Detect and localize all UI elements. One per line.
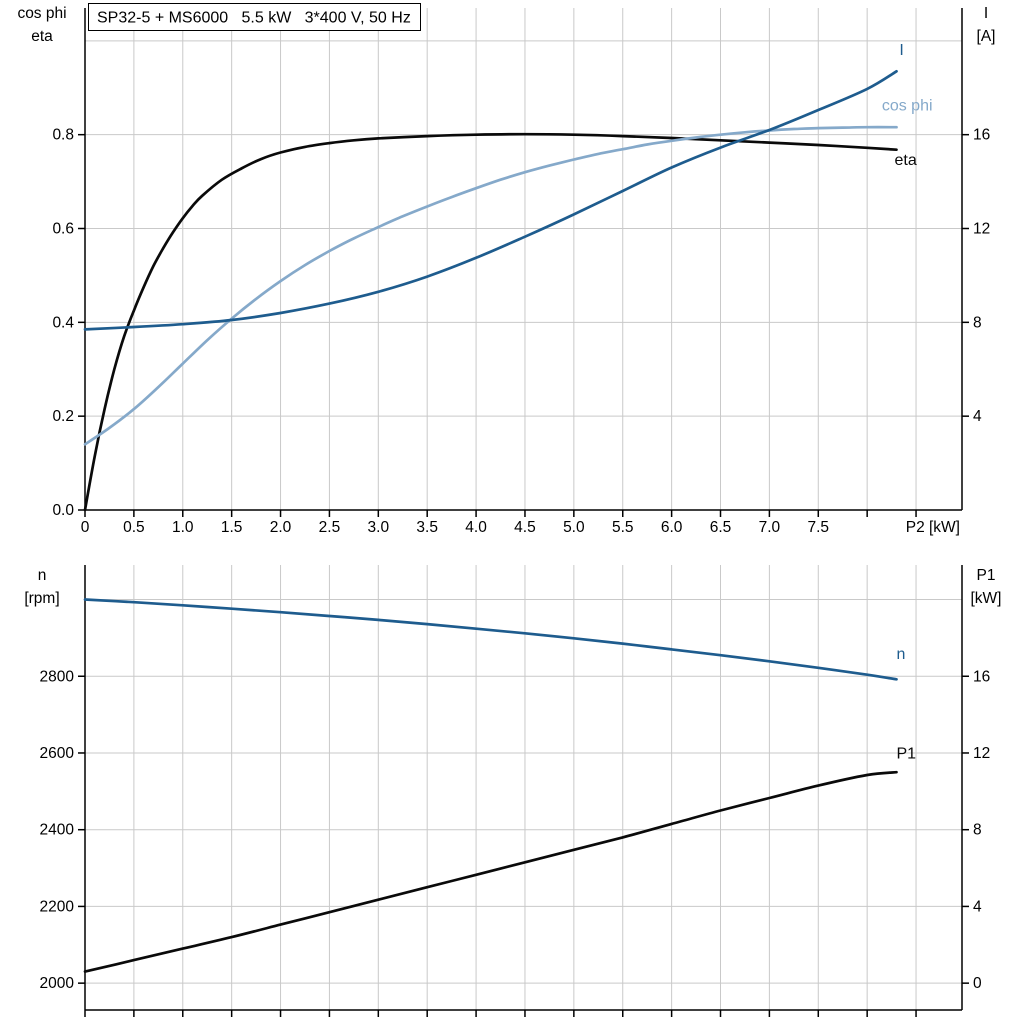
tick-label-right: 16 [973,668,990,685]
tick-label-x: 5.5 [612,519,634,536]
y-right-axis-title: I [984,5,988,22]
tick-label-right: 12 [973,745,990,762]
tick-label-left: 2200 [40,898,75,915]
curve-eta [83,132,898,512]
y-left-axis-title: cos phi [17,5,66,22]
tick-label-x: 5.0 [563,519,585,536]
curve-label-p1: P1 [896,746,916,763]
tick-label-left: 0.6 [52,221,74,238]
y-left-axis-title: eta [31,28,53,45]
lower-performance-chart: 2000 2200 2400 2600 2800 0 4 8 12 16 n P1 n [rpm] P1 [k… [24,565,1002,1017]
tick-label-left: 2400 [40,822,75,839]
tick-label-x: 1.0 [172,519,194,536]
tick-label-right: 16 [973,127,990,144]
tick-label-left: 0.4 [52,314,74,331]
chart-title-box [88,3,421,31]
curve-label-current: I [899,42,903,59]
tick-label-left: 2000 [40,975,75,992]
y-right-axis-title: [kW] [971,590,1002,607]
tick-label-x: 1.5 [221,519,243,536]
tick-label-left: 0.0 [52,502,74,519]
tick-label-x: 3.5 [416,519,438,536]
curve-cos-phi [83,125,898,446]
y-right-axis-title: [A] [977,28,996,45]
tick-label-left: 2800 [40,668,75,685]
tick-label-left: 0.8 [52,127,74,144]
y-left-axis-title: n [38,567,47,584]
y-left-axis-title: [rpm] [24,590,59,607]
tick-label-x: 6.5 [710,519,732,536]
tick-label-right: 0 [973,975,982,992]
tick-label-right: 4 [973,408,982,425]
tick-label-x: 6.0 [661,519,683,536]
y-right-axis-title: P1 [977,567,996,584]
curve-speed [83,598,898,681]
tick-label-x: 4.5 [514,519,536,536]
tick-label-right: 8 [973,822,982,839]
curve-current [83,69,898,331]
tick-label-x: 3.0 [368,519,390,536]
tick-label-x: 2.0 [270,519,292,536]
tick-label-right: 8 [973,314,982,331]
upper-performance-chart: 0.0 0.2 0.4 0.6 0.8 4 8 12 16 0 0.5 1.0 1.5 2.0 2.5 3.0… [17,3,996,536]
chart-title: SP32-5 + MS6000 5.5 kW 3*400 V, 50 Hz [97,10,411,27]
tick-label-right: 4 [973,898,982,915]
tick-label-x: 7.5 [807,519,829,536]
tick-label-x: 0.5 [123,519,145,536]
x-axis-title: P2 [kW] [906,519,960,536]
tick-label-left: 0.2 [52,408,74,425]
tick-label-x: 4.0 [465,519,487,536]
tick-label-x: 2.5 [319,519,341,536]
tick-label-right: 12 [973,221,990,238]
tick-label-x: 0 [81,519,90,536]
curve-label-cos-phi: cos phi [882,97,933,114]
curve-p1 [83,770,898,973]
tick-label-x: 7.0 [759,519,781,536]
curve-label-eta: eta [895,152,917,169]
curve-label-speed: n [896,646,905,663]
tick-label-left: 2600 [40,745,75,762]
